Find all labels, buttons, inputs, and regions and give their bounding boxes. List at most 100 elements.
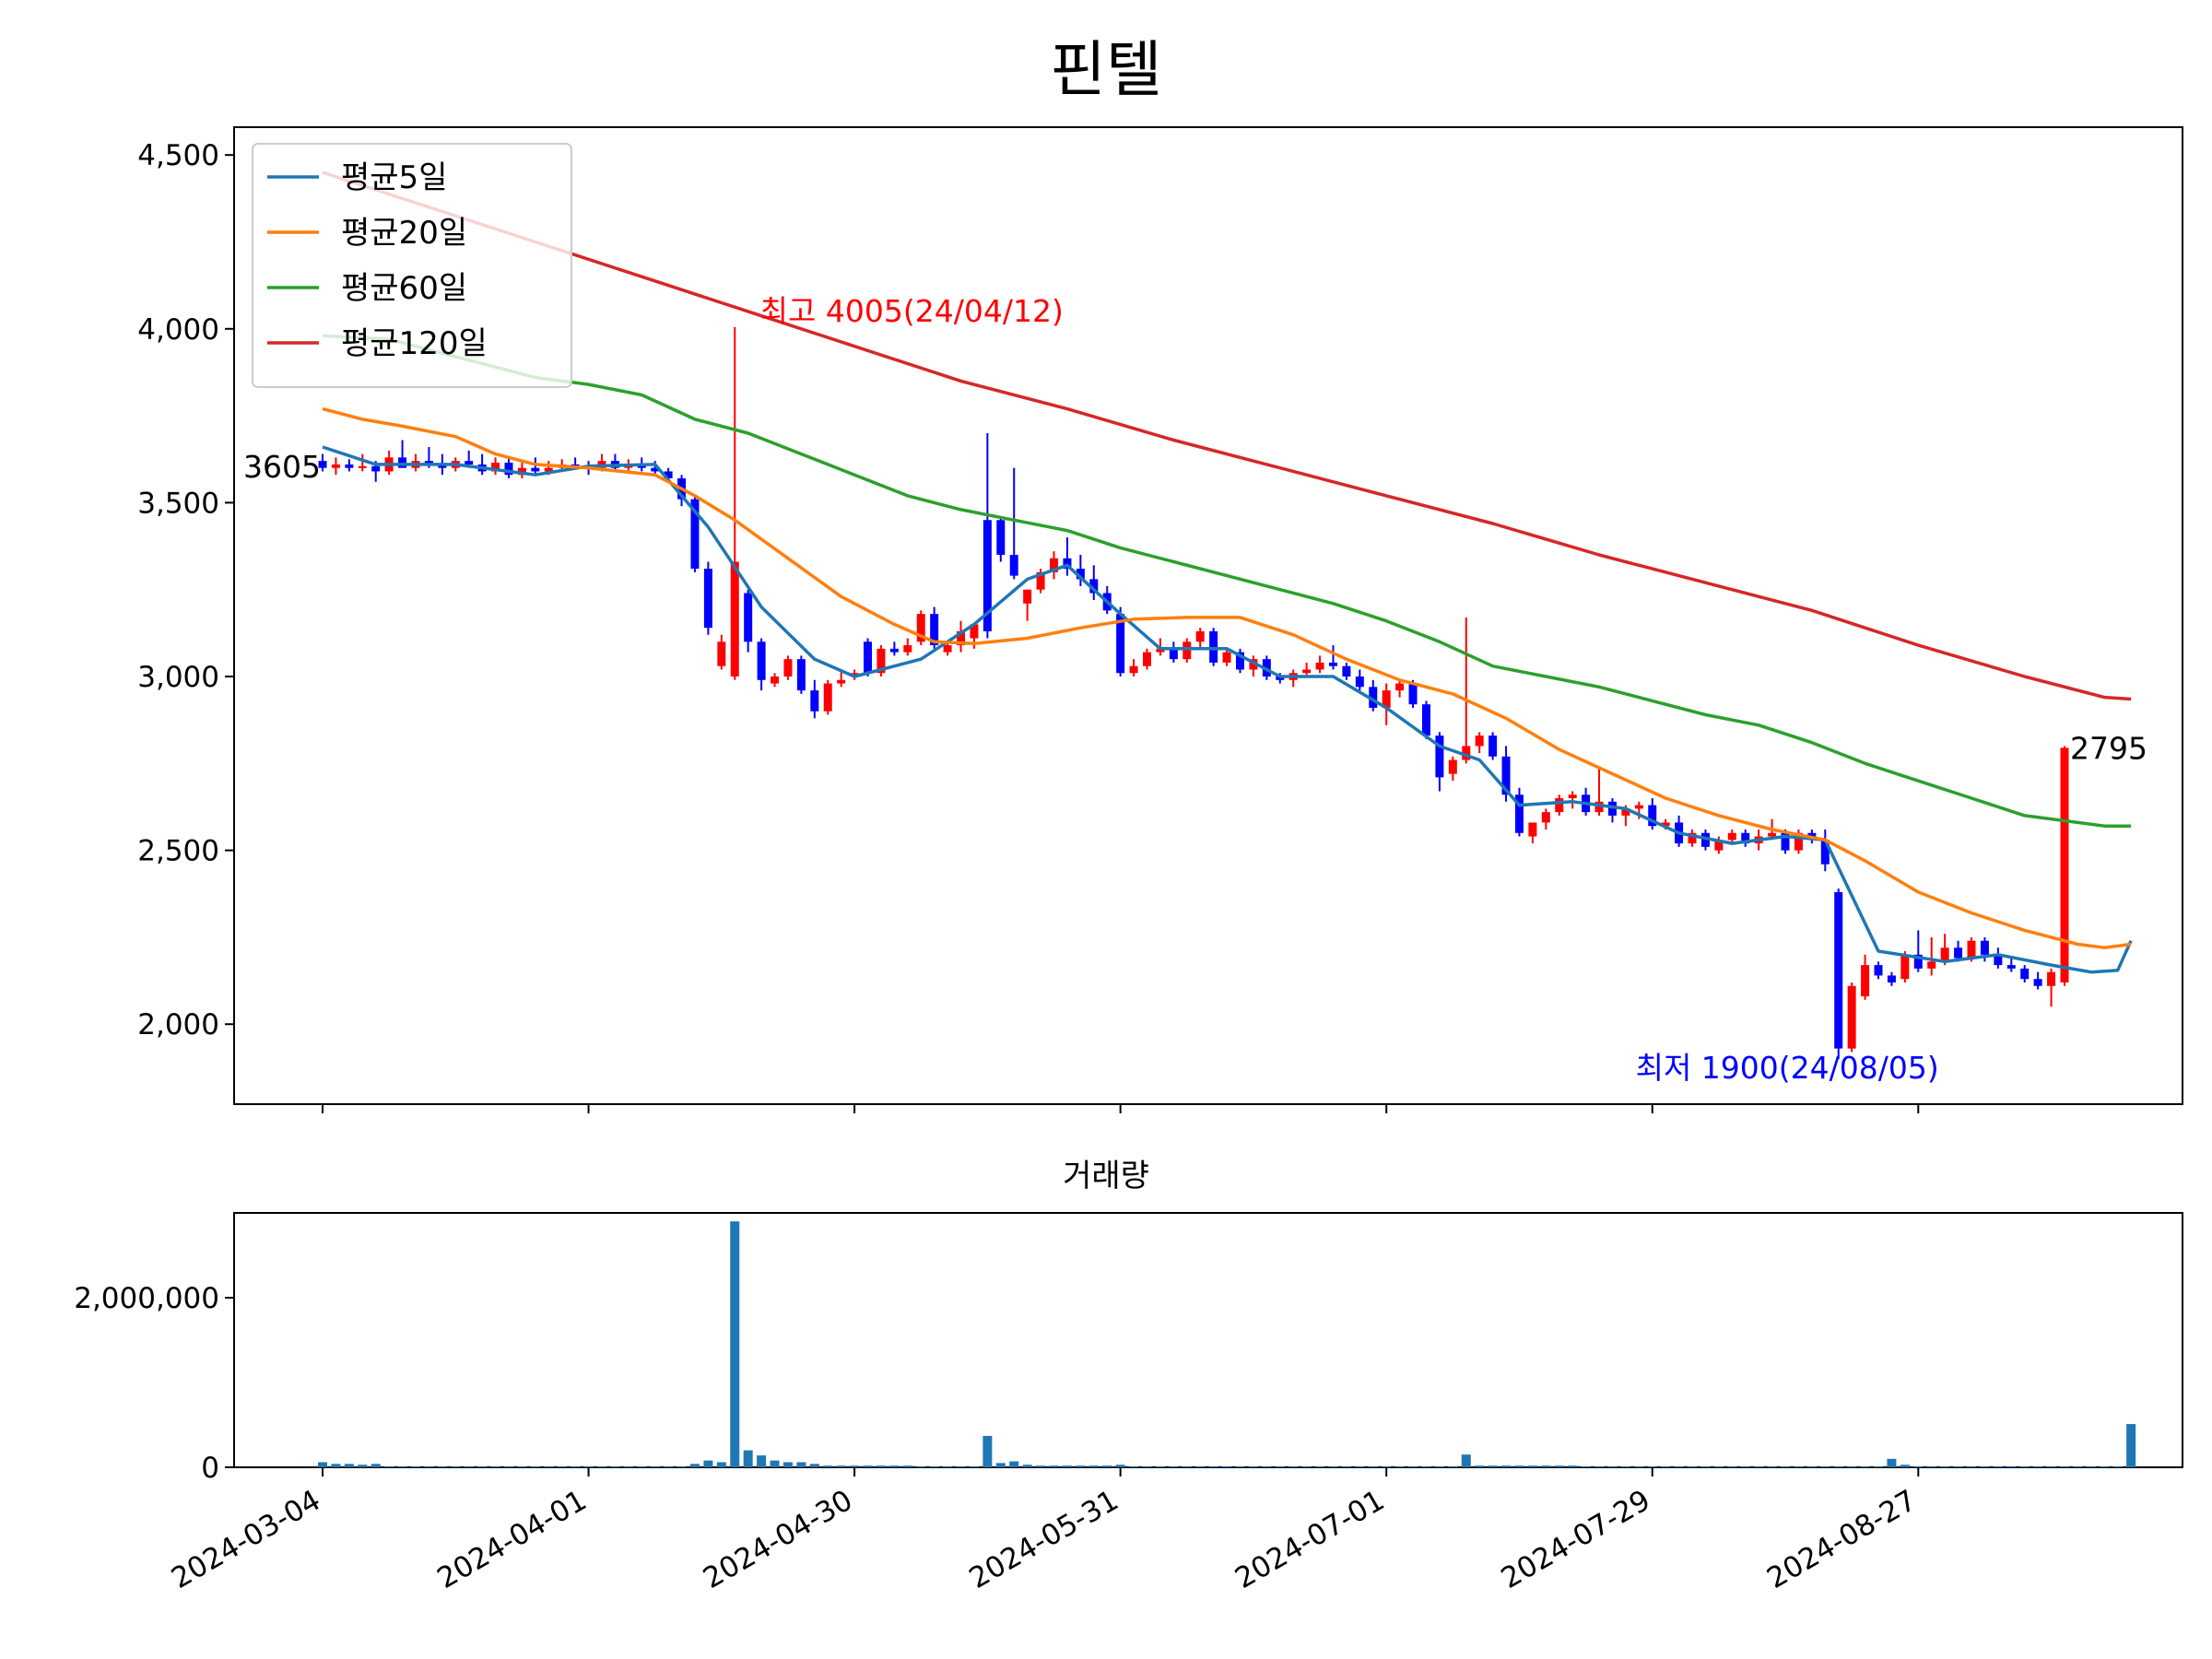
volume-bar: [517, 1466, 527, 1468]
candle-body: [1514, 794, 1524, 833]
candle: [491, 457, 500, 476]
volume-bar: [530, 1466, 540, 1468]
price-axes-frame: [233, 126, 2183, 1105]
candle-body: [1302, 669, 1312, 674]
candle: [1182, 638, 1192, 663]
volume-bar: [1421, 1466, 1431, 1468]
candle-body: [690, 499, 700, 570]
volume-bar: [1620, 1466, 1630, 1468]
volume-bar: [902, 1465, 912, 1467]
candle-body: [877, 648, 886, 674]
candle: [1421, 700, 1430, 739]
candle: [877, 645, 886, 677]
volume-bar: [809, 1464, 819, 1467]
volume-bar: [1900, 1465, 1910, 1467]
volume-bar: [770, 1460, 780, 1467]
candle: [318, 453, 327, 472]
candle-body: [1741, 832, 1750, 844]
candle: [2006, 958, 2016, 972]
volume-bar: [2112, 1466, 2123, 1468]
volume-bar: [1661, 1466, 1671, 1468]
candle: [2060, 746, 2069, 986]
candle-body: [465, 461, 474, 465]
candle-body: [1555, 798, 1564, 813]
volume-bar: [1182, 1466, 1192, 1468]
volume-bar: [1527, 1465, 1537, 1467]
volume-bar: [823, 1465, 833, 1467]
candle-body: [504, 463, 513, 476]
volume-bar: [1501, 1465, 1512, 1467]
ma-line-3: [322, 334, 2132, 828]
candle-body: [1568, 794, 1577, 799]
volume-bar: [1262, 1466, 1272, 1468]
volume-bar: [664, 1466, 674, 1468]
volume-bar: [1142, 1466, 1152, 1468]
candle: [331, 457, 340, 476]
candle-body: [1847, 985, 1856, 1049]
candle-body: [1182, 641, 1192, 660]
candle-body: [1235, 652, 1244, 670]
candle: [398, 440, 407, 468]
candle: [996, 516, 1006, 562]
candle: [531, 457, 540, 476]
candle-body: [1076, 569, 1085, 580]
candle-body: [1421, 704, 1430, 736]
legend-label: 평균5일: [341, 159, 447, 196]
candle-body: [424, 461, 433, 465]
candle-body: [1462, 746, 1471, 760]
x-tick-label: 2024-04-01: [432, 1484, 593, 1595]
volume-bar: [1488, 1465, 1498, 1467]
ma-line-1: [322, 445, 2133, 974]
volume-bar: [1248, 1466, 1258, 1468]
candle: [1541, 808, 1550, 830]
candle: [903, 638, 912, 656]
candle: [1009, 467, 1018, 580]
volume-bar: [2086, 1466, 2096, 1468]
volume-bar: [557, 1466, 567, 1468]
volume-bar: [1674, 1466, 1684, 1468]
candle-body: [1954, 947, 1963, 959]
candle-body: [1222, 652, 1231, 663]
candle: [703, 561, 712, 635]
volume-bar: [956, 1466, 966, 1468]
candle: [1302, 662, 1312, 677]
volume-bar: [1475, 1465, 1485, 1467]
low-annotation: 최저 1900(24/08/05): [1636, 1050, 1939, 1086]
candle: [504, 457, 513, 478]
candle-body: [358, 465, 367, 468]
candle: [757, 638, 766, 691]
candle-body: [1820, 840, 1830, 865]
candle: [1820, 829, 1830, 872]
high-annotation: 최고 4005(24/04/12): [760, 293, 1064, 329]
candle-body: [2047, 971, 2056, 986]
candle: [744, 589, 753, 653]
candle: [2047, 968, 2056, 1007]
volume-bar: [1727, 1466, 1737, 1468]
candle-body: [996, 520, 1006, 555]
candle: [1514, 787, 1524, 837]
candle-body: [664, 471, 673, 478]
volume-bar: [1315, 1466, 1325, 1468]
x-tick-label: 2024-07-29: [1496, 1484, 1656, 1595]
candle-body: [1794, 832, 1803, 851]
y-tick-label: 4,500: [137, 139, 219, 172]
volume-bar: [331, 1464, 341, 1467]
volume-bar: [1009, 1461, 1019, 1467]
candle: [1834, 888, 1843, 1059]
candle-body: [491, 463, 500, 472]
candle-body: [903, 645, 912, 653]
candle-body: [371, 465, 381, 472]
candle: [1129, 659, 1138, 677]
candle-body: [1129, 665, 1138, 674]
volume-bar: [437, 1466, 447, 1468]
volume-bar: [1820, 1466, 1830, 1468]
candle: [1488, 732, 1498, 760]
candle: [477, 453, 487, 476]
candle-body: [1435, 735, 1444, 778]
volume-bar: [1713, 1466, 1724, 1468]
volume-bar: [677, 1466, 687, 1468]
candle-body: [1355, 677, 1364, 688]
volume-bar: [650, 1466, 660, 1468]
volume-bar: [1913, 1466, 1924, 1468]
